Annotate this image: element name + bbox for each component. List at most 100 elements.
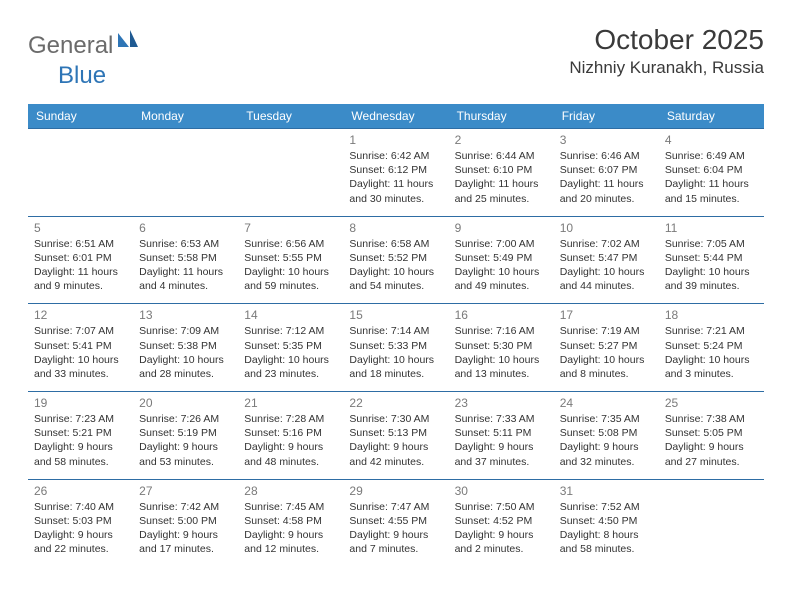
day-number: 9 [455, 221, 548, 235]
day-number: 1 [349, 133, 442, 147]
calendar-cell [133, 129, 238, 217]
calendar-cell: 23Sunrise: 7:33 AMSunset: 5:11 PMDayligh… [449, 392, 554, 480]
calendar-row: 26Sunrise: 7:40 AMSunset: 5:03 PMDayligh… [28, 479, 764, 566]
day-number: 23 [455, 396, 548, 410]
calendar-cell: 28 Sunrise: 7:45 AMSunset: 4:58 PMDayligh… [238, 479, 343, 566]
day-number: 30 [455, 484, 548, 498]
day-number: 25 [665, 396, 758, 410]
calendar-cell: 29Sunrise: 7:47 AMSunset: 4:55 PMDayligh… [343, 479, 448, 566]
day-number: 2 [455, 133, 548, 147]
sun-info: Sunrise: 7:28 AMSunset: 5:16 PMDaylight:… [244, 412, 337, 469]
day-number: 20 [139, 396, 232, 410]
calendar-row: 19Sunrise: 7:23 AMSunset: 5:21 PMDayligh… [28, 392, 764, 480]
sun-info: Sunrise: 6:42 AMSunset: 6:12 PMDaylight:… [349, 149, 442, 206]
day-number: 21 [244, 396, 337, 410]
sun-info: Sunrise: 7:42 AMSunset: 5:00 PMDaylight:… [139, 500, 232, 557]
calendar-cell: 31 Sunrise: 7:52 AMSunset: 4:50 PMDayligh… [554, 479, 659, 566]
day-number: 3 [560, 133, 653, 147]
logo-text-general: General [28, 32, 113, 60]
calendar-cell: 18 Sunrise: 7:21 AMSunset: 5:24 PMDayligh… [659, 304, 764, 392]
sun-info: Sunrise: 7:35 AMSunset: 5:08 PMDaylight:… [560, 412, 653, 469]
calendar-cell: 1 Sunrise: 6:42 AMSunset: 6:12 PMDaylight… [343, 129, 448, 217]
day-number: 11 [665, 221, 758, 235]
logo-text-blue: Blue [58, 62, 106, 90]
calendar-header-saturday: Saturday [659, 104, 764, 129]
day-number: 6 [139, 221, 232, 235]
day-number: 15 [349, 308, 442, 322]
day-number: 31 [560, 484, 653, 498]
day-number: 10 [560, 221, 653, 235]
calendar-row: 1 Sunrise: 6:42 AMSunset: 6:12 PMDaylight… [28, 129, 764, 217]
calendar-cell: 8 Sunrise: 6:58 AMSunset: 5:52 PMDaylight… [343, 216, 448, 304]
sun-info: Sunrise: 6:49 AMSunset: 6:04 PMDaylight:… [665, 149, 758, 206]
sun-info: Sunrise: 7:45 AMSunset: 4:58 PMDaylight:… [244, 500, 337, 557]
calendar-header-row: SundayMondayTuesdayWednesdayThursdayFrid… [28, 104, 764, 129]
logo-sail-icon [117, 30, 139, 53]
calendar-cell: 16 Sunrise: 7:16 AMSunset: 5:30 PMDayligh… [449, 304, 554, 392]
day-number: 14 [244, 308, 337, 322]
sun-info: Sunrise: 7:21 AMSunset: 5:24 PMDaylight:… [665, 324, 758, 381]
calendar-cell: 13Sunrise: 7:09 AMSunset: 5:38 PMDayligh… [133, 304, 238, 392]
day-number: 8 [349, 221, 442, 235]
calendar-cell: 19Sunrise: 7:23 AMSunset: 5:21 PMDayligh… [28, 392, 133, 480]
sun-info: Sunrise: 6:44 AMSunset: 6:10 PMDaylight:… [455, 149, 548, 206]
calendar-body: 1 Sunrise: 6:42 AMSunset: 6:12 PMDaylight… [28, 129, 764, 567]
sun-info: Sunrise: 7:52 AMSunset: 4:50 PMDaylight:… [560, 500, 653, 557]
day-number: 28 [244, 484, 337, 498]
sun-info: Sunrise: 7:05 AMSunset: 5:44 PMDaylight:… [665, 237, 758, 294]
calendar-cell [659, 479, 764, 566]
sun-info: Sunrise: 7:16 AMSunset: 5:30 PMDaylight:… [455, 324, 548, 381]
calendar-cell: 14 Sunrise: 7:12 AMSunset: 5:35 PMDayligh… [238, 304, 343, 392]
calendar-cell [238, 129, 343, 217]
calendar-cell: 21 Sunrise: 7:28 AMSunset: 5:16 PMDayligh… [238, 392, 343, 480]
sun-info: Sunrise: 7:50 AMSunset: 4:52 PMDaylight:… [455, 500, 548, 557]
calendar-header-friday: Friday [554, 104, 659, 129]
sun-info: Sunrise: 6:53 AMSunset: 5:58 PMDaylight:… [139, 237, 232, 294]
calendar-header-sunday: Sunday [28, 104, 133, 129]
calendar-row: 12Sunrise: 7:07 AMSunset: 5:41 PMDayligh… [28, 304, 764, 392]
day-number: 26 [34, 484, 127, 498]
calendar-cell: 27 Sunrise: 7:42 AMSunset: 5:00 PMDayligh… [133, 479, 238, 566]
sun-info: Sunrise: 7:14 AMSunset: 5:33 PMDaylight:… [349, 324, 442, 381]
calendar-cell: 25 Sunrise: 7:38 AMSunset: 5:05 PMDayligh… [659, 392, 764, 480]
calendar-cell: 5Sunrise: 6:51 AMSunset: 6:01 PMDaylight… [28, 216, 133, 304]
logo: General [28, 24, 141, 61]
calendar-cell: 3Sunrise: 6:46 AMSunset: 6:07 PMDaylight… [554, 129, 659, 217]
calendar-cell: 10 Sunrise: 7:02 AMSunset: 5:47 PMDayligh… [554, 216, 659, 304]
calendar-cell: 6 Sunrise: 6:53 AMSunset: 5:58 PMDaylight… [133, 216, 238, 304]
day-number: 24 [560, 396, 653, 410]
calendar-cell: 7Sunrise: 6:56 AMSunset: 5:55 PMDaylight… [238, 216, 343, 304]
day-number: 19 [34, 396, 127, 410]
calendar-cell: 24 Sunrise: 7:35 AMSunset: 5:08 PMDayligh… [554, 392, 659, 480]
calendar-row: 5Sunrise: 6:51 AMSunset: 6:01 PMDaylight… [28, 216, 764, 304]
sun-info: Sunrise: 7:12 AMSunset: 5:35 PMDaylight:… [244, 324, 337, 381]
day-number: 13 [139, 308, 232, 322]
sun-info: Sunrise: 7:19 AMSunset: 5:27 PMDaylight:… [560, 324, 653, 381]
calendar-cell [28, 129, 133, 217]
day-number: 4 [665, 133, 758, 147]
sun-info: Sunrise: 7:07 AMSunset: 5:41 PMDaylight:… [34, 324, 127, 381]
calendar-cell: 30 Sunrise: 7:50 AMSunset: 4:52 PMDayligh… [449, 479, 554, 566]
sun-info: Sunrise: 7:47 AMSunset: 4:55 PMDaylight:… [349, 500, 442, 557]
month-title: October 2025 [569, 24, 764, 56]
calendar-cell: 11 Sunrise: 7:05 AMSunset: 5:44 PMDayligh… [659, 216, 764, 304]
day-number: 22 [349, 396, 442, 410]
sun-info: Sunrise: 7:02 AMSunset: 5:47 PMDaylight:… [560, 237, 653, 294]
calendar-header-monday: Monday [133, 104, 238, 129]
calendar-cell: 12Sunrise: 7:07 AMSunset: 5:41 PMDayligh… [28, 304, 133, 392]
calendar-table: SundayMondayTuesdayWednesdayThursdayFrid… [28, 104, 764, 566]
day-number: 18 [665, 308, 758, 322]
calendar-header-wednesday: Wednesday [343, 104, 448, 129]
sun-info: Sunrise: 6:51 AMSunset: 6:01 PMDaylight:… [34, 237, 127, 294]
sun-info: Sunrise: 7:00 AMSunset: 5:49 PMDaylight:… [455, 237, 548, 294]
sun-info: Sunrise: 7:38 AMSunset: 5:05 PMDaylight:… [665, 412, 758, 469]
calendar-cell: 17Sunrise: 7:19 AMSunset: 5:27 PMDayligh… [554, 304, 659, 392]
sun-info: Sunrise: 7:30 AMSunset: 5:13 PMDaylight:… [349, 412, 442, 469]
sun-info: Sunrise: 7:26 AMSunset: 5:19 PMDaylight:… [139, 412, 232, 469]
day-number: 16 [455, 308, 548, 322]
calendar-cell: 26Sunrise: 7:40 AMSunset: 5:03 PMDayligh… [28, 479, 133, 566]
calendar-header-tuesday: Tuesday [238, 104, 343, 129]
sun-info: Sunrise: 6:58 AMSunset: 5:52 PMDaylight:… [349, 237, 442, 294]
calendar-cell: 2 Sunrise: 6:44 AMSunset: 6:10 PMDaylight… [449, 129, 554, 217]
day-number: 27 [139, 484, 232, 498]
